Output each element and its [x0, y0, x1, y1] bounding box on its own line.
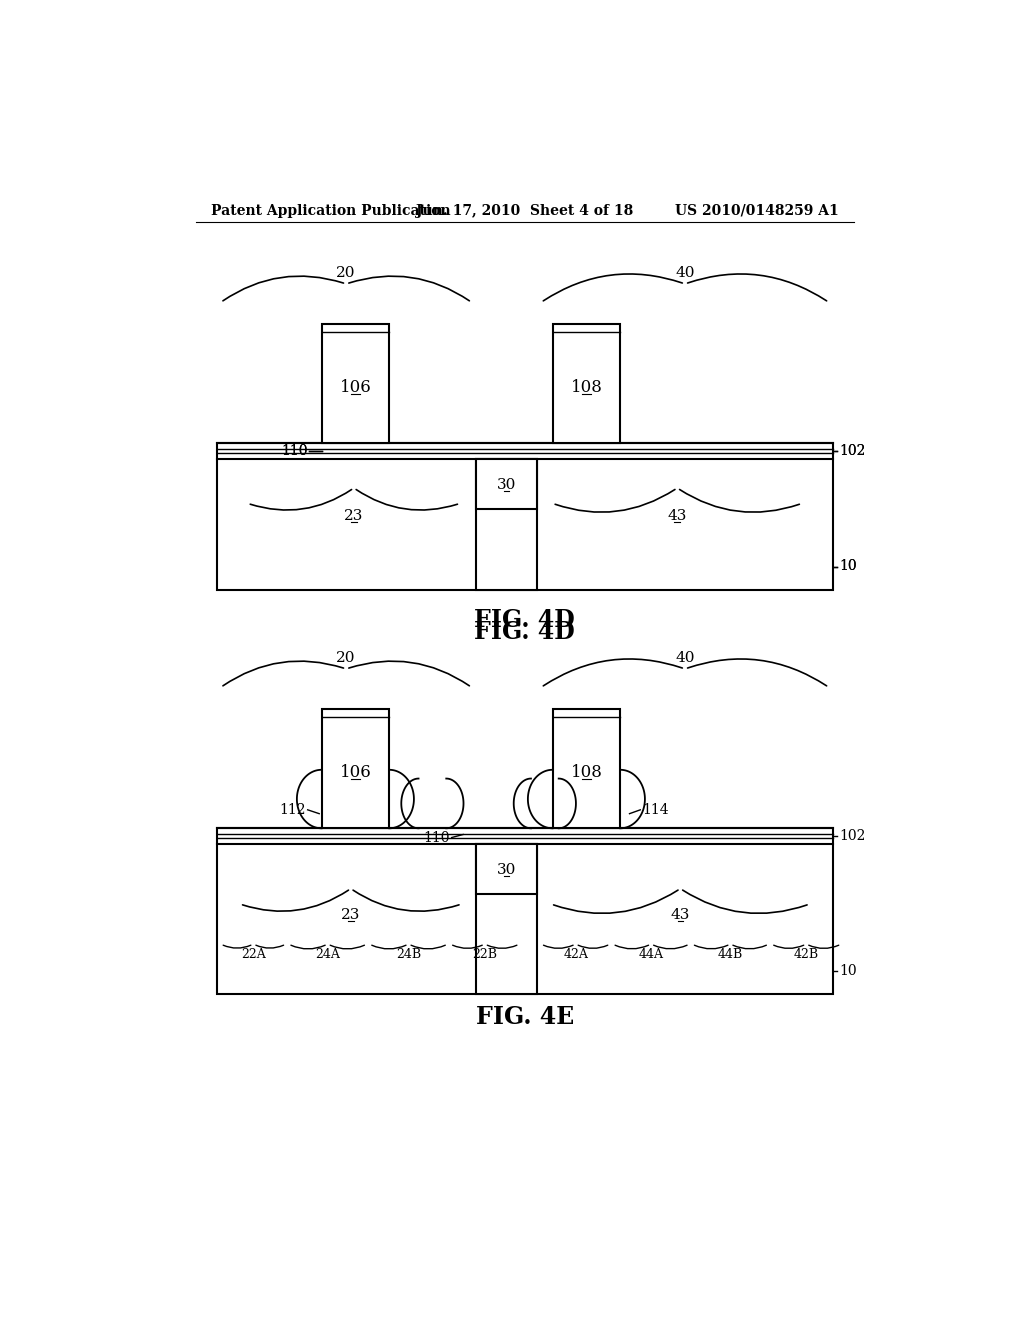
Text: FIG. 4D: FIG. 4D	[474, 620, 575, 644]
Text: 24A: 24A	[315, 948, 340, 961]
Text: 108: 108	[570, 379, 602, 396]
Text: 43: 43	[668, 508, 687, 523]
Bar	[322, 709, 389, 829]
Text: 44A: 44A	[639, 948, 664, 961]
Text: 30: 30	[497, 863, 516, 876]
Bar	[475, 843, 538, 994]
Text: 24B: 24B	[396, 948, 421, 961]
Text: FIG. 4E: FIG. 4E	[476, 1005, 573, 1030]
Text: 20: 20	[337, 267, 356, 280]
Bar	[553, 323, 621, 444]
Text: 42B: 42B	[794, 948, 819, 961]
Text: 23: 23	[344, 508, 364, 523]
Text: 114: 114	[642, 803, 669, 817]
Text: Jun. 17, 2010  Sheet 4 of 18: Jun. 17, 2010 Sheet 4 of 18	[416, 203, 634, 218]
Text: 30: 30	[497, 478, 516, 492]
Bar	[475, 459, 538, 590]
Text: 106: 106	[340, 379, 372, 396]
Bar	[553, 709, 621, 829]
Text: 10: 10	[839, 560, 857, 573]
Text: 102: 102	[839, 444, 865, 458]
Bar	[322, 323, 389, 444]
Bar	[217, 444, 833, 590]
Text: 110: 110	[282, 444, 307, 458]
Text: 108: 108	[570, 763, 602, 780]
Text: 110: 110	[282, 444, 307, 458]
Text: 110: 110	[424, 830, 451, 845]
Text: 44B: 44B	[718, 948, 743, 961]
Bar	[475, 843, 538, 894]
Bar	[475, 459, 538, 508]
Text: 102: 102	[839, 829, 865, 843]
Text: Patent Application Publication: Patent Application Publication	[211, 203, 451, 218]
Text: US 2010/0148259 A1: US 2010/0148259 A1	[675, 203, 839, 218]
Text: FIG. 4D: FIG. 4D	[474, 609, 575, 632]
Text: 42A: 42A	[563, 948, 588, 961]
Text: 10: 10	[839, 964, 857, 978]
Text: 112: 112	[280, 803, 306, 817]
Text: 23: 23	[341, 908, 360, 921]
Text: 40: 40	[675, 267, 694, 280]
Text: 20: 20	[337, 651, 356, 665]
Text: 10: 10	[839, 560, 857, 573]
Bar	[217, 829, 833, 994]
Text: 40: 40	[675, 651, 694, 665]
Text: 106: 106	[340, 763, 372, 780]
Text: 102: 102	[839, 444, 865, 458]
Text: 43: 43	[671, 908, 690, 921]
Text: 22B: 22B	[472, 948, 498, 961]
Text: 22A: 22A	[241, 948, 266, 961]
